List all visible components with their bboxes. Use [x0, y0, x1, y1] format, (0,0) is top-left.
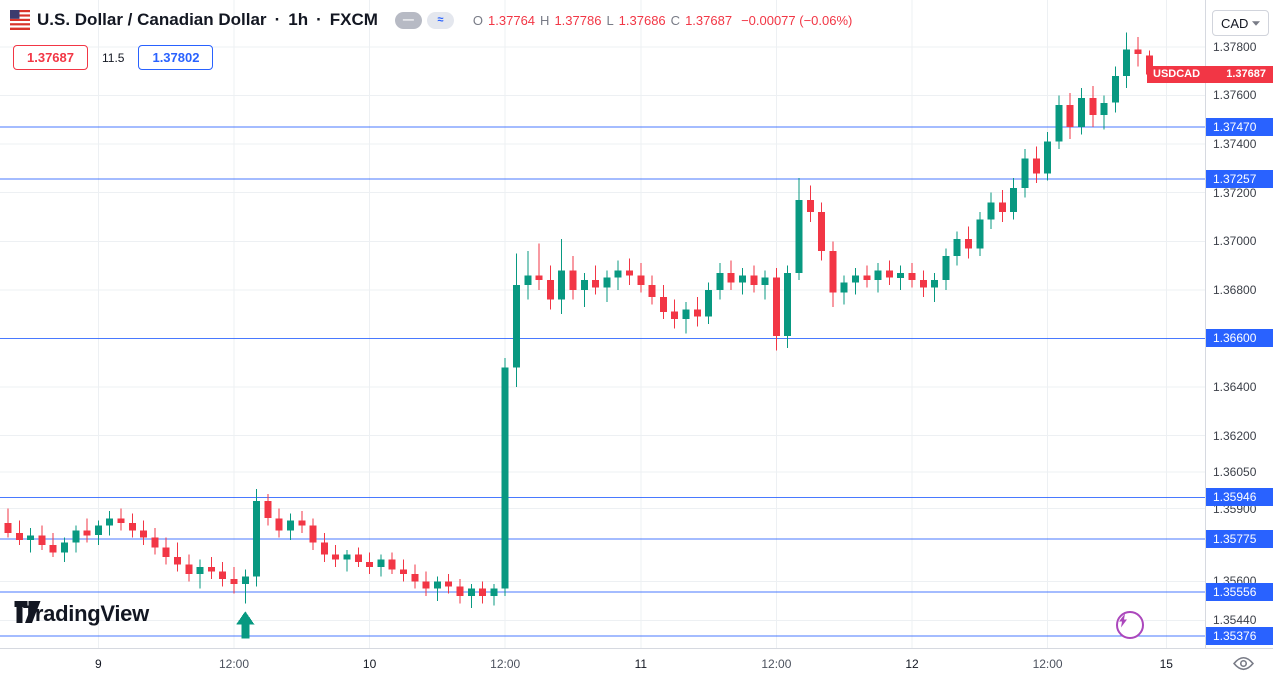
status-pills: — ≈	[394, 11, 454, 29]
price-axis-label: 1.36200	[1213, 428, 1257, 443]
spread-value: 11.5	[102, 50, 125, 65]
change-value: −0.00077 (−0.06%)	[741, 12, 853, 28]
lightning-icon	[1119, 613, 1127, 628]
price-axis-label: 1.37200	[1213, 185, 1257, 200]
candlestick-chart[interactable]	[0, 0, 1205, 648]
minimize-pill-icon[interactable]: —	[394, 11, 422, 29]
time-axis-label: 10	[362, 657, 377, 671]
high-value: 1.37786	[554, 12, 602, 28]
price-axis-label: 1.37400	[1213, 137, 1257, 152]
price-axis-label: 1.37000	[1213, 234, 1257, 249]
last-price-symbol: USDCAD	[1153, 68, 1201, 81]
title-separator: ·	[316, 10, 322, 29]
axis-separator-vertical	[1205, 0, 1206, 680]
us-flag-icon	[10, 10, 30, 30]
chart-plot-area[interactable]: U.S. Dollar / Canadian Dollar · 1h · FXC…	[0, 0, 1205, 648]
time-axis-label: 12:00	[218, 657, 250, 671]
currency-label: CAD	[1221, 15, 1249, 31]
price-axis[interactable]: 1.37800 1.37600 1.37400 1.37200 1.37000 1.368…	[1206, 0, 1273, 648]
high-label: H	[540, 12, 550, 28]
time-axis-label: 12:00	[490, 657, 521, 671]
last-price-badge: USDCAD 1.37687	[1147, 65, 1273, 83]
price-level-badge: 1.35376	[1206, 626, 1273, 645]
time-axis-label: 12:00	[1032, 657, 1063, 671]
price-axis-label: 1.37600	[1213, 88, 1257, 103]
price-level-badge: 1.37470	[1206, 118, 1273, 137]
time-axis-label: 12:00	[761, 657, 792, 671]
price-axis-label: 1.37800	[1213, 39, 1257, 54]
time-axis-label: 9	[95, 657, 102, 671]
close-value: 1.37687	[685, 12, 733, 28]
low-value: 1.37686	[618, 12, 666, 28]
time-axis[interactable]: 9 12:00 10 12:00 11 12:00 12 12:00 15	[0, 649, 1273, 680]
price-level-badge: 1.35556	[1206, 583, 1273, 602]
price-axis-label: 1.35440	[1213, 613, 1257, 628]
flash-events-button[interactable]	[1116, 611, 1144, 639]
price-level-badge: 1.35775	[1206, 529, 1273, 548]
ohlc-values: O 1.37764 H 1.37786 L 1.37686 C 1.37687 −0.0…	[473, 13, 852, 28]
chevron-down-icon	[1252, 20, 1261, 26]
symbol-header: U.S. Dollar / Canadian Dollar · 1h · FXC…	[10, 10, 852, 30]
price-level-badge: 1.37257	[1206, 169, 1273, 188]
open-label: O	[472, 12, 484, 28]
sell-price-button[interactable]: 1.37687	[13, 45, 88, 70]
price-level-badge: 1.36600	[1206, 329, 1273, 348]
delayed-data-pill-icon[interactable]: ≈	[426, 11, 454, 29]
price-level-badge: 1.35946	[1206, 488, 1273, 507]
price-axis-label: 1.36400	[1213, 380, 1257, 395]
close-label: C	[670, 12, 681, 28]
low-label: L	[606, 12, 614, 28]
price-axis-label: 1.36050	[1213, 465, 1257, 480]
tradingview-wordmark: TradingView	[23, 601, 149, 626]
exchange-label[interactable]: FXCM	[329, 10, 378, 29]
currency-toggle-button[interactable]: CAD	[1212, 10, 1270, 36]
eye-icon[interactable]	[1233, 656, 1254, 676]
quote-row: 1.37687 11.5 1.37802	[13, 45, 214, 70]
interval-label[interactable]: 1h	[288, 10, 309, 29]
symbol-title[interactable]: U.S. Dollar / Canadian Dollar	[37, 10, 267, 29]
last-price-value: 1.37687	[1226, 68, 1266, 81]
buy-price-button[interactable]: 1.37802	[138, 45, 214, 70]
time-axis-label: 11	[634, 657, 648, 671]
time-axis-label: 15	[1159, 657, 1173, 671]
tradingview-logo[interactable]: TradingView	[14, 601, 149, 627]
axis-separator-horizontal	[0, 648, 1273, 649]
price-axis-label: 1.36800	[1213, 282, 1257, 297]
time-axis-label: 12	[905, 657, 919, 671]
title-separator: ·	[274, 10, 281, 29]
open-value: 1.37764	[488, 12, 536, 28]
